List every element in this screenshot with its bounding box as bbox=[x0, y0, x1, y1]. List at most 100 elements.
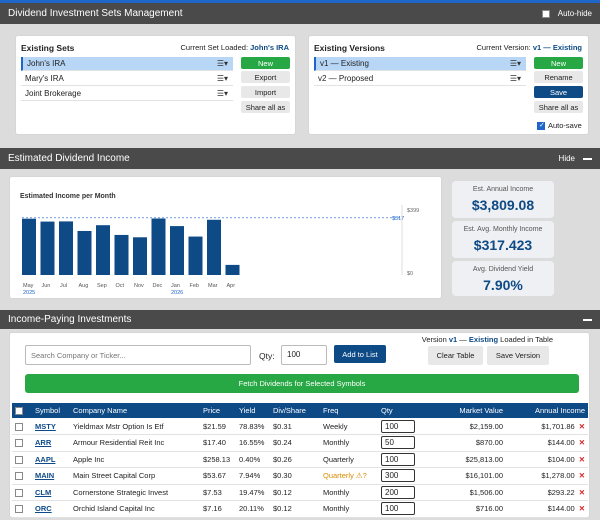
col-market-value[interactable]: Market Value bbox=[442, 403, 506, 418]
share-versions-button[interactable]: Share all as bbox=[534, 101, 583, 113]
menu-icon[interactable]: ☰▾ bbox=[216, 74, 228, 83]
menu-icon[interactable]: ☰▾ bbox=[509, 59, 521, 68]
col-annual-income[interactable]: Annual Income bbox=[506, 403, 588, 418]
row-checkbox[interactable] bbox=[15, 505, 23, 514]
bar-jul bbox=[59, 221, 73, 275]
annual-income-cell: $144.00 ✕ bbox=[506, 434, 588, 452]
holdings-table-wrap: Symbol Company Name Price Yield Div/Shar… bbox=[12, 403, 588, 518]
new-version-button[interactable]: New bbox=[534, 57, 583, 69]
clear-table-button[interactable]: Clear Table bbox=[428, 346, 483, 365]
holdings-table: Symbol Company Name Price Yield Div/Shar… bbox=[12, 403, 588, 518]
bar-jan bbox=[170, 226, 184, 275]
collapse-icon[interactable] bbox=[583, 318, 592, 321]
price-cell: $7.16 bbox=[200, 500, 236, 518]
company-name: Yieldmax Mstr Option Is Etf bbox=[70, 418, 200, 435]
row-checkbox[interactable] bbox=[15, 422, 23, 431]
top-header: Dividend Investment Sets Management Auto… bbox=[0, 3, 600, 24]
col-yield[interactable]: Yield bbox=[236, 403, 270, 418]
col-freq[interactable]: Freq bbox=[320, 403, 378, 418]
version-item-v1[interactable]: v1 — Existing ☰▾ bbox=[314, 57, 526, 71]
x-tick-label: Aug bbox=[79, 283, 89, 289]
qty-input[interactable]: 100 bbox=[281, 345, 327, 365]
col-company[interactable]: Company Name bbox=[70, 403, 200, 418]
autosave-toggle[interactable]: Auto-save bbox=[537, 121, 582, 130]
symbol-link[interactable]: CLM bbox=[32, 484, 70, 501]
loaded-version: Version v1 — Existing Loaded in Table bbox=[421, 335, 553, 344]
market-value-cell: $2,159.00 bbox=[442, 418, 506, 435]
remove-icon[interactable]: ✕ bbox=[578, 454, 585, 464]
autosave-checkbox[interactable] bbox=[537, 121, 545, 130]
qty-input[interactable]: 300 bbox=[381, 469, 415, 483]
symbol-link[interactable]: ORC bbox=[32, 500, 70, 518]
remove-icon[interactable]: ✕ bbox=[578, 471, 585, 481]
menu-icon[interactable]: ☰▾ bbox=[216, 89, 228, 98]
hide-link[interactable]: Hide bbox=[558, 154, 575, 163]
symbol-link[interactable]: MAIN bbox=[32, 467, 70, 485]
new-set-button[interactable]: New bbox=[241, 57, 290, 69]
div-share-cell: $0.26 bbox=[270, 451, 320, 468]
set-item-marys-ira[interactable]: Mary's IRA ☰▾ bbox=[21, 72, 233, 86]
versions-panel: Existing Versions Current Version: v1 — … bbox=[308, 35, 589, 135]
col-qty[interactable]: Qty bbox=[378, 403, 442, 418]
table-row: MAIN Main Street Capital Corp $53.67 7.94% $… bbox=[12, 467, 588, 485]
remove-icon[interactable]: ✕ bbox=[578, 421, 585, 431]
row-checkbox[interactable] bbox=[15, 455, 23, 464]
qty-input[interactable]: 100 bbox=[381, 502, 415, 516]
div-share-cell: $0.24 bbox=[270, 434, 320, 452]
x-tick-label: Apr bbox=[227, 283, 236, 289]
bar-jun bbox=[40, 221, 55, 275]
rename-button[interactable]: Rename bbox=[534, 71, 583, 83]
set-item-joint-brokerage[interactable]: Joint Brokerage ☰▾ bbox=[21, 87, 233, 101]
yield-cell: 78.83% bbox=[236, 418, 270, 435]
yield-cell: 20.11% bbox=[236, 500, 270, 518]
col-price[interactable]: Price bbox=[200, 403, 236, 418]
menu-icon[interactable]: ☰▾ bbox=[509, 74, 521, 83]
select-all-checkbox[interactable] bbox=[15, 407, 23, 415]
row-checkbox[interactable] bbox=[15, 439, 23, 448]
symbol-link[interactable]: AAPL bbox=[32, 451, 70, 468]
current-version: Current Version: v1 — Existing bbox=[476, 43, 582, 52]
remove-icon[interactable]: ✕ bbox=[578, 504, 585, 514]
collapse-icon[interactable] bbox=[583, 157, 592, 160]
bar-feb bbox=[188, 236, 203, 275]
row-checkbox[interactable] bbox=[15, 488, 23, 497]
yield-cell: 19.47% bbox=[236, 484, 270, 501]
row-checkbox[interactable] bbox=[15, 472, 23, 481]
remove-icon[interactable]: ✕ bbox=[578, 487, 585, 497]
add-to-list-button[interactable]: Add to List bbox=[334, 345, 386, 363]
bar-oct bbox=[114, 234, 129, 275]
save-button[interactable]: Save bbox=[534, 86, 583, 98]
col-div-share[interactable]: Div/Share bbox=[270, 403, 320, 418]
market-value-cell: $25,813.00 bbox=[442, 451, 506, 468]
share-sets-button[interactable]: Share all as bbox=[241, 101, 290, 113]
x-tick-label: Feb bbox=[190, 283, 199, 289]
col-symbol[interactable]: Symbol bbox=[32, 403, 70, 418]
fetch-dividends-button[interactable]: Fetch Dividends for Selected Symbols bbox=[25, 374, 579, 393]
bar-sep bbox=[96, 225, 110, 275]
qty-input[interactable]: 50 bbox=[381, 436, 415, 450]
chart-title: Estimated Income per Month bbox=[20, 193, 116, 200]
symbol-link[interactable]: ARR bbox=[32, 434, 70, 452]
y-tick-bottom: $0 bbox=[407, 271, 413, 277]
qty-input[interactable]: 100 bbox=[381, 419, 415, 433]
search-input[interactable] bbox=[25, 345, 251, 365]
bar-aug bbox=[77, 230, 92, 275]
save-version-button[interactable]: Save Version bbox=[487, 346, 549, 365]
sets-title: Existing Sets bbox=[21, 43, 75, 53]
annual-income-stat: Est. Annual Income $3,809.08 bbox=[452, 181, 554, 218]
annual-income-cell: $1,701.86 ✕ bbox=[506, 418, 588, 435]
qty-input[interactable]: 100 bbox=[381, 452, 415, 466]
qty-input[interactable]: 200 bbox=[381, 485, 415, 499]
remove-icon[interactable]: ✕ bbox=[578, 438, 585, 448]
import-button[interactable]: Import bbox=[241, 86, 290, 98]
autohide-checkbox[interactable] bbox=[541, 9, 550, 18]
investments-title: Income-Paying Investments bbox=[8, 314, 132, 325]
monthly-income-stat: Est. Avg. Monthly Income $317.423 bbox=[452, 221, 554, 258]
symbol-link[interactable]: MSTY bbox=[32, 418, 70, 435]
set-item-johns-ira[interactable]: John's IRA ☰▾ bbox=[21, 57, 233, 71]
freq-cell: Quarterly ⚠? bbox=[320, 467, 378, 485]
qty-cell: 100 bbox=[378, 451, 442, 468]
export-button[interactable]: Export bbox=[241, 71, 290, 83]
menu-icon[interactable]: ☰▾ bbox=[216, 59, 228, 68]
version-item-v2[interactable]: v2 — Proposed ☰▾ bbox=[314, 72, 526, 86]
